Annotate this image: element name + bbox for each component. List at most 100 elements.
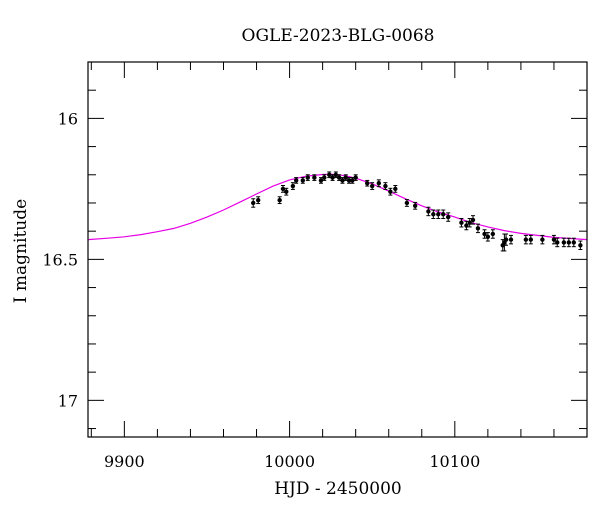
data-marker bbox=[312, 175, 317, 180]
data-marker bbox=[551, 237, 557, 242]
data-marker bbox=[566, 240, 572, 245]
data-point bbox=[528, 234, 534, 245]
data-point bbox=[464, 220, 469, 231]
data-point bbox=[470, 215, 476, 225]
data-point bbox=[280, 184, 286, 193]
data-point bbox=[485, 232, 491, 242]
data-point bbox=[426, 206, 431, 217]
data-point bbox=[388, 187, 393, 196]
data-point bbox=[490, 229, 496, 239]
x-axis-label: HJD - 2450000 bbox=[274, 479, 402, 499]
data-point bbox=[318, 177, 324, 184]
data-point bbox=[555, 237, 560, 248]
data-point bbox=[475, 223, 481, 234]
data-point bbox=[376, 179, 382, 188]
data-marker bbox=[333, 172, 339, 177]
y-tick-label: 17 bbox=[58, 391, 78, 410]
data-marker bbox=[555, 240, 560, 245]
data-marker bbox=[459, 220, 464, 225]
tick-labels: 9900 10000 10100 16 16.5 17 bbox=[42, 109, 480, 471]
data-point bbox=[412, 201, 418, 210]
data-marker bbox=[327, 172, 332, 177]
data-marker bbox=[293, 178, 299, 183]
data-point bbox=[300, 177, 306, 184]
data-marker bbox=[318, 178, 324, 183]
data-marker bbox=[503, 237, 509, 242]
data-marker bbox=[330, 175, 335, 180]
data-marker bbox=[540, 237, 545, 242]
data-marker bbox=[528, 237, 534, 242]
data-point bbox=[343, 174, 348, 181]
data-marker bbox=[350, 178, 355, 183]
data-marker bbox=[470, 217, 476, 223]
data-point bbox=[431, 209, 436, 219]
data-marker bbox=[284, 189, 289, 194]
data-point bbox=[561, 237, 567, 248]
data-point bbox=[551, 234, 557, 245]
data-marker bbox=[277, 197, 282, 203]
data-point bbox=[523, 234, 529, 245]
data-marker bbox=[412, 203, 418, 208]
data-point bbox=[305, 174, 310, 181]
chart-title: OGLE-2023-BLG-0068 bbox=[242, 26, 435, 46]
data-marker bbox=[508, 237, 514, 242]
data-marker bbox=[431, 212, 436, 217]
data-point bbox=[383, 182, 388, 190]
data-point bbox=[404, 199, 410, 207]
data-marker bbox=[578, 243, 583, 248]
data-point bbox=[459, 217, 464, 228]
data-point bbox=[393, 184, 398, 193]
data-point bbox=[436, 209, 441, 219]
data-marker bbox=[369, 183, 375, 189]
data-marker bbox=[305, 175, 310, 180]
data-marker bbox=[376, 181, 382, 186]
data-marker bbox=[571, 240, 576, 245]
plot-area bbox=[87, 171, 588, 252]
data-point bbox=[293, 177, 299, 184]
data-marker bbox=[336, 175, 342, 180]
y-tick-label: 16.5 bbox=[42, 250, 78, 269]
plot-frame bbox=[87, 61, 588, 438]
data-point bbox=[482, 229, 487, 239]
data-point bbox=[284, 187, 289, 196]
data-marker bbox=[388, 189, 393, 194]
data-marker bbox=[343, 175, 348, 180]
data-marker bbox=[300, 178, 306, 183]
x-tick-label: 9900 bbox=[104, 452, 145, 471]
data-point bbox=[467, 217, 472, 228]
data-point bbox=[566, 237, 572, 248]
data-marker bbox=[485, 234, 491, 240]
data-marker bbox=[523, 237, 529, 242]
data-marker bbox=[251, 200, 256, 206]
data-point bbox=[571, 237, 576, 248]
model-curve bbox=[87, 173, 588, 241]
data-point bbox=[369, 182, 375, 190]
data-point bbox=[508, 234, 514, 245]
data-marker bbox=[290, 183, 296, 189]
data-marker bbox=[404, 200, 410, 206]
data-point bbox=[503, 233, 509, 246]
data-point bbox=[540, 234, 545, 245]
x-tick-label: 10000 bbox=[264, 452, 315, 471]
data-point bbox=[578, 240, 583, 250]
data-marker bbox=[280, 186, 286, 192]
data-marker bbox=[346, 178, 352, 183]
data-points bbox=[251, 171, 583, 252]
data-point bbox=[441, 209, 446, 219]
data-point bbox=[277, 196, 282, 205]
data-marker bbox=[475, 226, 481, 231]
data-marker bbox=[426, 209, 431, 214]
data-marker bbox=[340, 178, 345, 183]
data-point bbox=[365, 179, 370, 187]
data-marker bbox=[464, 223, 469, 228]
data-point bbox=[290, 182, 296, 190]
data-marker bbox=[441, 212, 446, 217]
data-point bbox=[255, 196, 261, 205]
y-axis-label: I magnitude bbox=[11, 199, 31, 303]
data-point bbox=[251, 198, 256, 208]
data-marker bbox=[322, 175, 327, 180]
data-marker bbox=[353, 175, 358, 180]
x-tick-label: 10100 bbox=[429, 452, 480, 471]
data-marker bbox=[393, 186, 398, 192]
data-marker bbox=[467, 220, 472, 225]
